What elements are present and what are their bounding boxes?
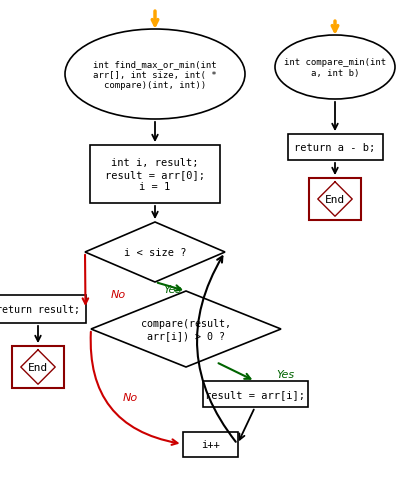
Bar <box>0 295 86 324</box>
Text: return result;: return result; <box>0 304 80 314</box>
Polygon shape <box>91 291 281 367</box>
Ellipse shape <box>275 36 395 100</box>
Text: End: End <box>325 194 345 204</box>
Bar <box>309 179 361 220</box>
Ellipse shape <box>65 30 245 120</box>
Text: i < size ?: i < size ? <box>124 248 186 257</box>
Bar <box>202 381 308 407</box>
Text: End: End <box>28 362 48 372</box>
Text: int find_max_or_min(int
arr[], int size, int( *
compare)(int, int)): int find_max_or_min(int arr[], int size,… <box>93 60 217 90</box>
Text: Yes: Yes <box>163 285 181 294</box>
Text: i++: i++ <box>201 439 219 449</box>
Text: int i, result;
result = arr[0];
i = 1: int i, result; result = arr[0]; i = 1 <box>105 158 205 191</box>
Text: Yes: Yes <box>276 369 294 379</box>
Bar <box>90 146 220 204</box>
Text: No: No <box>122 392 138 402</box>
Text: compare(result,
arr[i]) > 0 ?: compare(result, arr[i]) > 0 ? <box>141 319 231 340</box>
Bar <box>12 346 64 388</box>
Text: No: No <box>110 289 126 300</box>
Bar <box>288 135 382 161</box>
Polygon shape <box>85 223 225 282</box>
Bar <box>182 432 238 456</box>
Text: int compare_min(int
a, int b): int compare_min(int a, int b) <box>284 58 386 78</box>
Text: return a - b;: return a - b; <box>294 143 376 153</box>
Text: result = arr[i];: result = arr[i]; <box>205 389 305 399</box>
